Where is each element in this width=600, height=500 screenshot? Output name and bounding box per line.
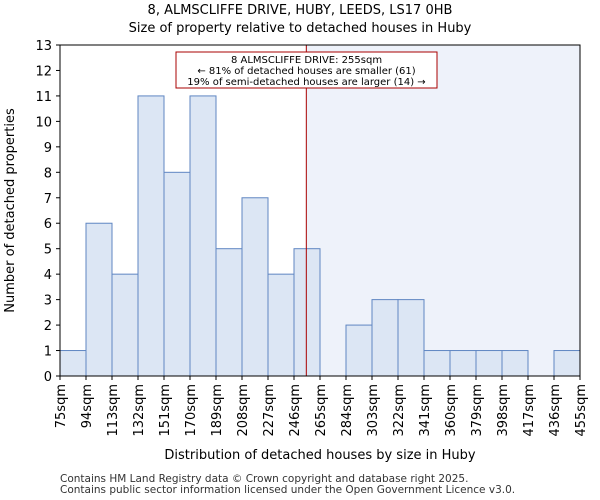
histogram-bar[interactable] <box>501 350 529 377</box>
y-tick-label: 6 <box>44 217 52 232</box>
histogram-bar[interactable] <box>241 197 269 377</box>
x-tick-label: 322sqm <box>392 384 407 437</box>
x-tick-label: 189sqm <box>210 384 225 437</box>
larger-region-shade <box>306 45 580 376</box>
footer-line-1: Contains HM Land Registry data © Crown c… <box>60 473 469 485</box>
y-tick-label: 12 <box>35 64 52 79</box>
y-tick-label: 5 <box>44 243 52 258</box>
x-tick-label: 436sqm <box>548 384 563 437</box>
y-tick-label: 4 <box>44 268 52 283</box>
histogram-bar[interactable] <box>371 299 399 377</box>
y-tick-label: 11 <box>35 90 52 105</box>
x-tick-label: 246sqm <box>288 384 303 437</box>
histogram-bar[interactable] <box>59 350 87 377</box>
footer-line-2: Contains public sector information licen… <box>60 484 516 496</box>
x-tick-label: 227sqm <box>262 384 277 437</box>
x-tick-label: 75sqm <box>54 384 69 428</box>
x-tick-label: 360sqm <box>444 384 459 437</box>
histogram-bar[interactable] <box>423 350 451 377</box>
y-tick-label: 1 <box>44 345 52 360</box>
x-tick-label: 341sqm <box>418 384 433 437</box>
histogram-bar[interactable] <box>267 273 295 377</box>
annotation-box <box>175 51 438 89</box>
histogram-bar[interactable] <box>163 171 191 377</box>
y-tick-label: 7 <box>44 192 52 207</box>
histogram-bar[interactable] <box>345 324 373 377</box>
y-tick-label: 8 <box>44 166 52 181</box>
chart-subtitle: Size of property relative to detached ho… <box>128 21 472 36</box>
histogram-bar[interactable] <box>215 248 243 377</box>
annotation-line-2: ← 81% of detached houses are smaller (61… <box>197 66 415 77</box>
y-tick-label: 0 <box>44 370 52 385</box>
histogram-bar[interactable] <box>475 350 503 377</box>
x-tick-label: 94sqm <box>80 384 95 428</box>
y-tick-label: 3 <box>44 294 52 309</box>
x-tick-label: 208sqm <box>236 384 251 437</box>
y-tick-label: 9 <box>44 141 52 156</box>
x-tick-label: 417sqm <box>522 384 537 437</box>
histogram-bar[interactable] <box>111 273 139 377</box>
x-tick-label: 379sqm <box>470 384 485 437</box>
y-tick-label: 10 <box>35 115 52 130</box>
x-axis-label: Distribution of detached houses by size … <box>164 448 475 463</box>
y-axis-label: Number of detached properties <box>3 108 18 313</box>
chart-title: 8, ALMSCLIFFE DRIVE, HUBY, LEEDS, LS17 0… <box>147 3 453 18</box>
histogram-bar[interactable] <box>189 95 217 377</box>
annotation-line-3: 19% of semi-detached houses are larger (… <box>187 77 425 88</box>
y-tick-label: 2 <box>44 319 52 334</box>
histogram-bar[interactable] <box>293 248 321 377</box>
annotation-line-1: 8 ALMSCLIFFE DRIVE: 255sqm <box>231 55 382 66</box>
x-tick-label: 284sqm <box>340 384 355 437</box>
histogram-bar[interactable] <box>397 299 425 377</box>
x-tick-label: 132sqm <box>132 384 147 437</box>
histogram-bar[interactable] <box>553 350 581 377</box>
y-tick-label: 13 <box>35 39 52 54</box>
x-tick-label: 265sqm <box>314 384 329 437</box>
x-tick-label: 455sqm <box>574 384 589 437</box>
x-tick-label: 170sqm <box>184 384 199 437</box>
histogram-bar[interactable] <box>137 95 165 377</box>
x-tick-label: 113sqm <box>106 384 121 437</box>
histogram-bar[interactable] <box>85 222 113 377</box>
histogram-bar[interactable] <box>449 350 477 377</box>
x-tick-label: 303sqm <box>366 384 381 437</box>
x-tick-label: 151sqm <box>158 384 173 437</box>
x-tick-label: 398sqm <box>496 384 511 437</box>
